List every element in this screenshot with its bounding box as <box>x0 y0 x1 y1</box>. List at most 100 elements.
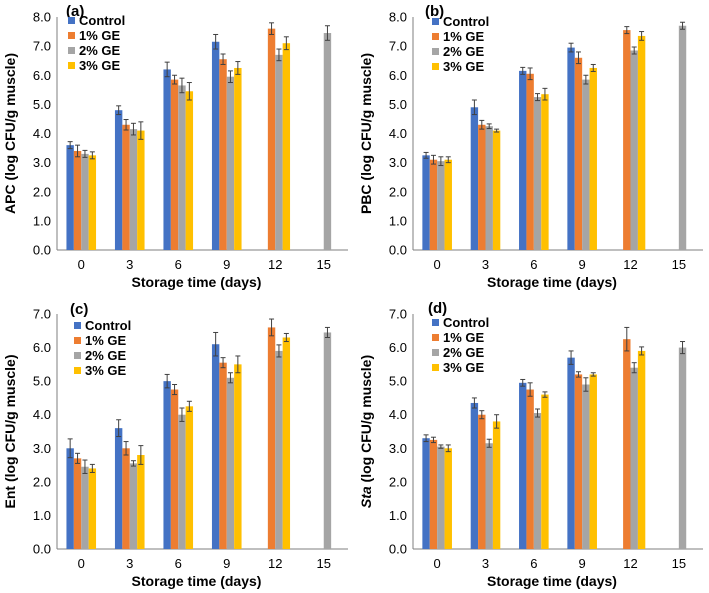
bar-2-ge-day-6 <box>178 414 186 549</box>
legend-swatch <box>432 334 439 341</box>
bar-3-ge-day-0 <box>88 155 97 250</box>
y-tick-label: 5.0 <box>33 374 51 389</box>
bar-2-ge-day-9 <box>226 76 235 250</box>
bar-3-ge-day-6 <box>185 406 194 549</box>
bar-3-ge-day-9 <box>234 364 242 549</box>
y-tick-label: 0.0 <box>389 243 407 258</box>
bar-1-ge-day-12 <box>267 327 276 549</box>
bar-1-ge-day-6 <box>170 79 179 251</box>
y-tick-label: 0.0 <box>33 542 51 557</box>
x-tick-label: 15 <box>672 556 686 571</box>
bar-2-ge-day-0 <box>437 161 445 250</box>
y-tick-label: 2.0 <box>33 184 51 199</box>
x-tick-label: 3 <box>126 257 133 272</box>
x-tick-label: 12 <box>623 257 637 272</box>
bar-1-ge-day-0 <box>429 439 438 549</box>
bar-1-ge-day-12 <box>623 30 631 251</box>
x-tick-label: 12 <box>268 257 282 272</box>
y-axis-title-text: Ent (log CFU/g muscle) <box>2 355 18 509</box>
legend-label: Control <box>443 14 489 29</box>
y-tick-label: 5.0 <box>389 374 407 389</box>
y-axis-title: Ent (log CFU/g muscle) <box>2 355 18 509</box>
legend-swatch <box>432 48 439 55</box>
x-tick-label: 15 <box>672 257 686 272</box>
legend-swatch <box>68 17 75 24</box>
y-tick-label: 4.0 <box>33 126 51 141</box>
y-tick-label: 7.0 <box>389 307 407 322</box>
bar-1-ge-day-3 <box>122 124 130 250</box>
bar-1-ge-day-3 <box>478 414 486 549</box>
bar-3-ge-day-9 <box>589 67 597 250</box>
legend-label: 3% GE <box>85 363 127 378</box>
legend-swatch <box>68 62 75 69</box>
y-tick-label: 6.0 <box>389 68 407 83</box>
panel-label: (c) <box>70 301 88 318</box>
legend-swatch <box>432 349 439 356</box>
x-tick-label: 3 <box>126 556 133 571</box>
x-tick-label: 6 <box>530 556 537 571</box>
y-tick-label: 3.0 <box>389 155 407 170</box>
bar-3-ge-day-12 <box>637 350 646 549</box>
x-tick-label: 6 <box>175 556 182 571</box>
y-tick-label: 1.0 <box>389 213 407 228</box>
y-axis-title-italic: Sta <box>358 486 374 508</box>
y-axis-title: PBC (log CFU/g muscle) <box>358 53 374 214</box>
chart-panel-1: 0.0 1.0 2.0 3.0 4.0 5.0 6.0 7.0 8.0 0 3 6 9 12 15 Stora… <box>2 3 348 290</box>
bar-3-ge-day-9 <box>589 374 597 549</box>
legend-swatch <box>74 322 81 329</box>
y-tick-label: 7.0 <box>33 307 51 322</box>
y-axis-title-text: (log CFU/g muscle) <box>358 355 374 486</box>
legend-swatch <box>74 337 81 344</box>
bar-1-ge-day-9 <box>574 57 583 251</box>
bar-2-ge-day-6 <box>533 97 542 250</box>
legend-swatch <box>432 364 439 371</box>
bar-control-day-9 <box>211 344 220 549</box>
legend-swatch <box>432 33 439 40</box>
bar-2-ge-day-15 <box>678 347 687 549</box>
legend-label: 3% GE <box>79 58 121 73</box>
legend-label: 1% GE <box>443 29 485 44</box>
x-tick-label: 0 <box>78 556 85 571</box>
y-tick-label: 4.0 <box>33 407 51 422</box>
legend-label: 2% GE <box>79 43 121 58</box>
bar-1-ge-day-0 <box>429 159 438 250</box>
chart-panel-4: 0.0 1.0 2.0 3.0 4.0 5.0 6.0 7.0 0 3 6 9 12 15 Storage … <box>358 300 703 589</box>
x-axis-title: Storage time (days) <box>132 274 262 290</box>
x-tick-label: 9 <box>579 257 586 272</box>
panel-label: (a) <box>66 3 84 20</box>
bar-2-ge-day-6 <box>178 85 186 250</box>
legend-swatch <box>432 319 439 326</box>
y-tick-label: 1.0 <box>33 508 51 523</box>
bar-3-ge-day-12 <box>637 35 646 251</box>
legend-label: 2% GE <box>443 345 485 360</box>
legend-label: Control <box>443 315 489 330</box>
legend-swatch <box>68 47 75 54</box>
legend-swatch <box>432 63 439 70</box>
y-axis-title-text: PBC (log CFU/g muscle) <box>358 53 374 214</box>
bar-3-ge-day-0 <box>444 448 452 549</box>
y-tick-label: 3.0 <box>389 441 407 456</box>
bar-1-ge-day-9 <box>574 374 583 549</box>
bar-1-ge-day-3 <box>122 448 130 549</box>
y-tick-label: 7.0 <box>33 39 51 54</box>
y-tick-label: 2.0 <box>33 474 51 489</box>
legend-swatch <box>68 32 75 39</box>
bar-control-day-6 <box>163 381 171 549</box>
bar-2-ge-day-3 <box>129 129 138 250</box>
legend-label: 2% GE <box>443 44 485 59</box>
bar-2-ge-day-9 <box>582 79 590 251</box>
bar-2-ge-day-3 <box>129 463 138 549</box>
bar-2-ge-day-0 <box>81 466 89 549</box>
bar-control-day-6 <box>519 382 527 549</box>
y-tick-label: 3.0 <box>33 441 51 456</box>
legend-label: 1% GE <box>85 333 127 348</box>
bar-3-ge-day-3 <box>492 130 501 250</box>
y-tick-label: 6.0 <box>33 68 51 83</box>
y-axis-title-text: APC (log CFU/g muscle) <box>2 53 18 214</box>
x-tick-label: 9 <box>223 556 230 571</box>
bar-3-ge-day-0 <box>444 159 452 250</box>
bar-2-ge-day-0 <box>81 153 89 250</box>
bar-control-day-3 <box>470 107 479 250</box>
y-tick-label: 0.0 <box>389 542 407 557</box>
